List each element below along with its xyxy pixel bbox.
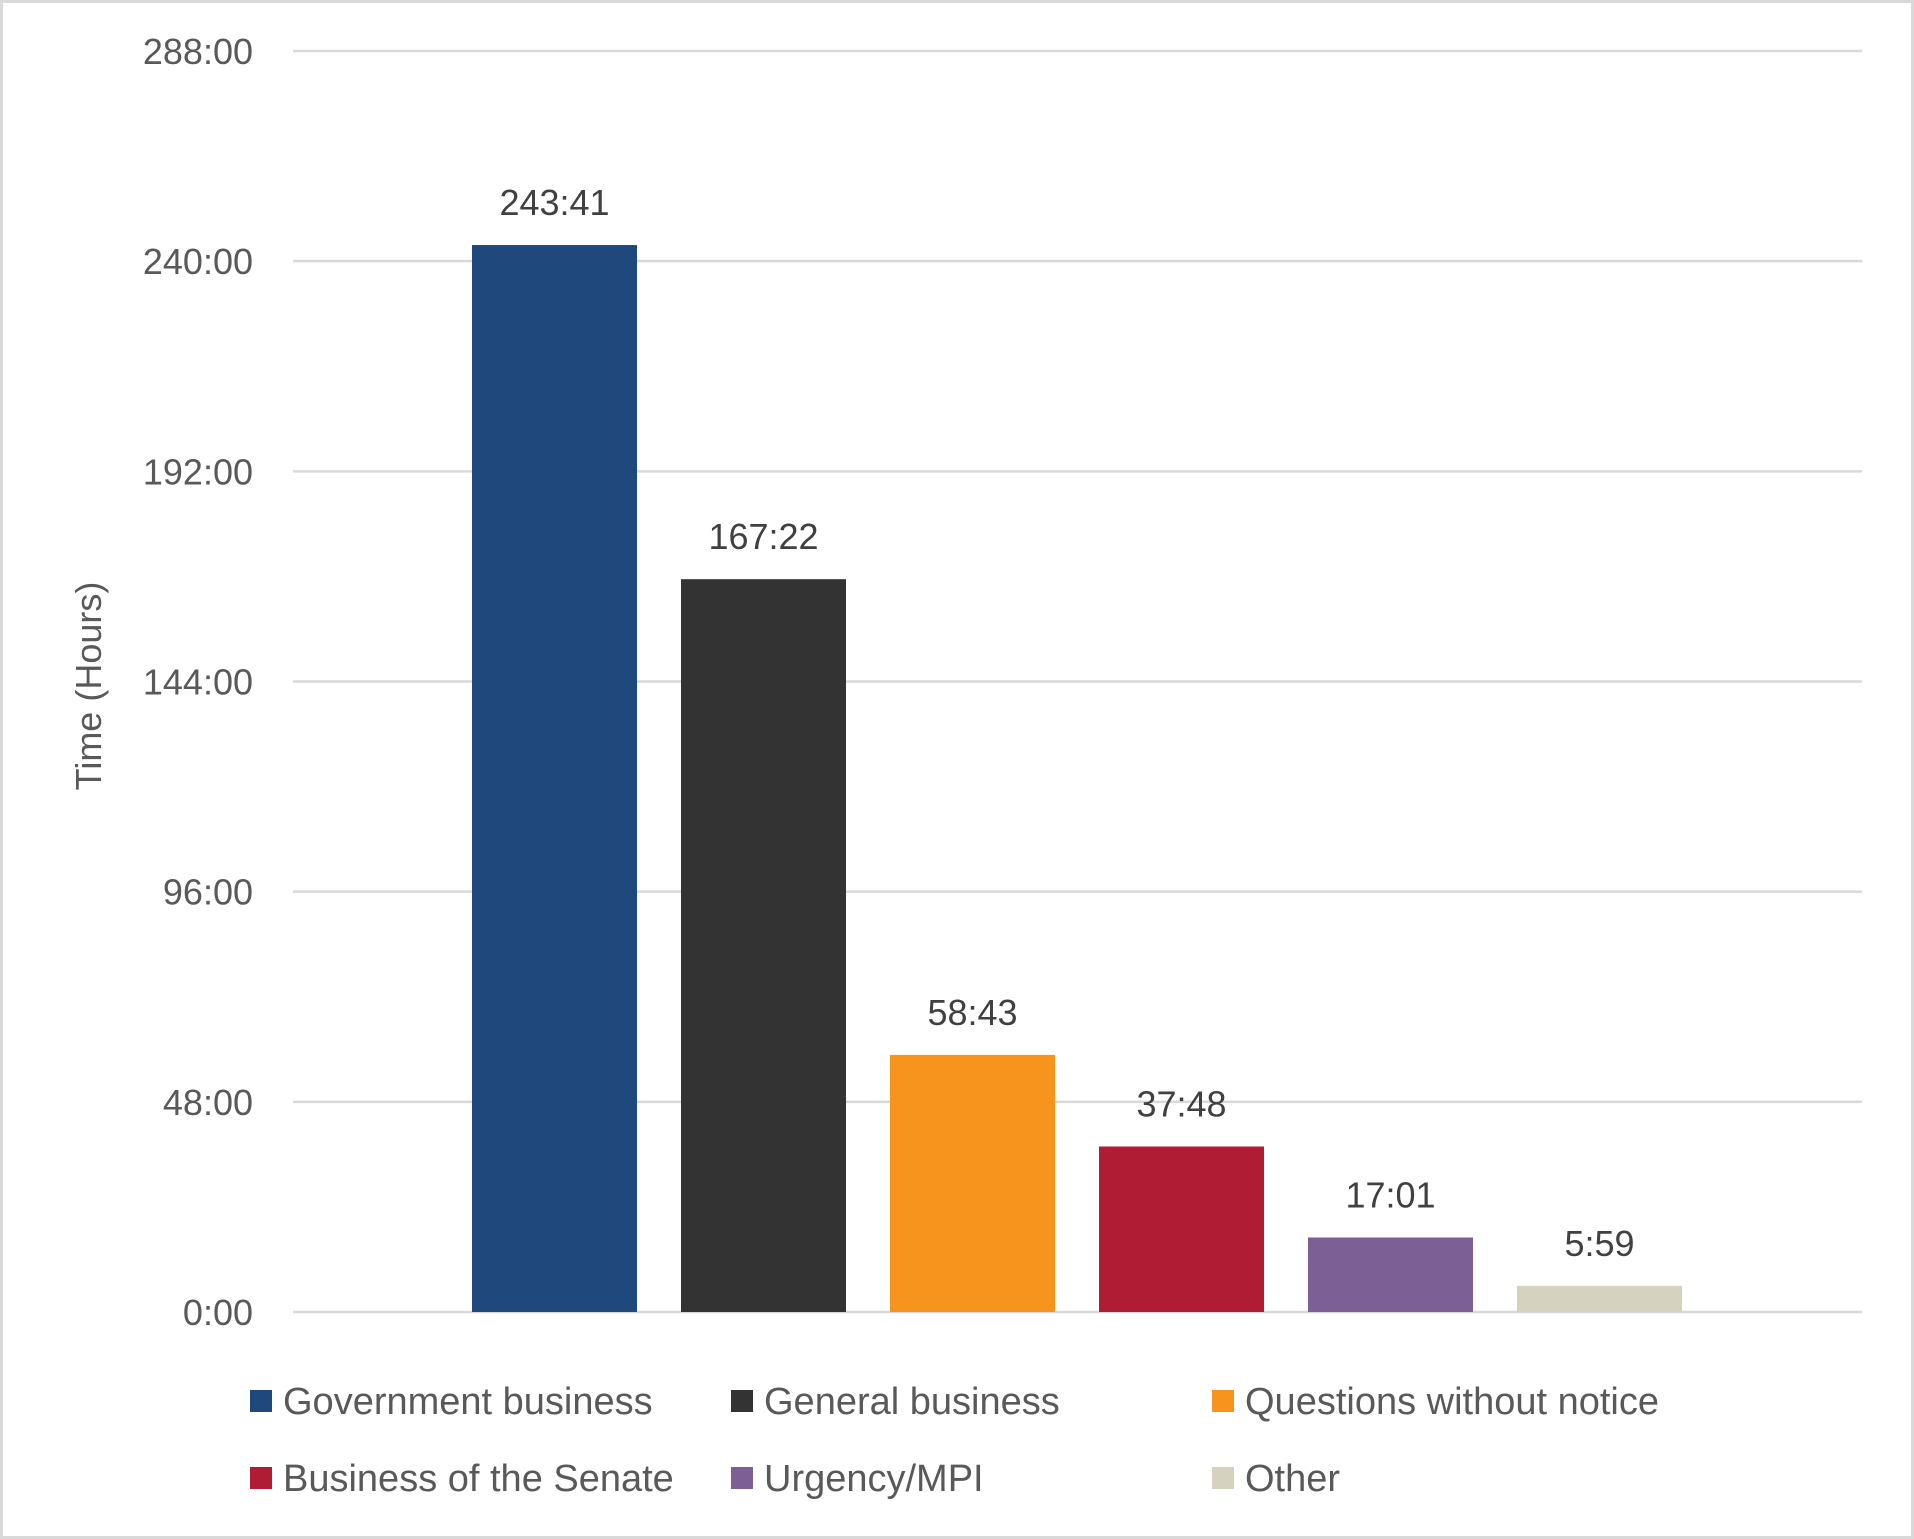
bar <box>890 1054 1055 1312</box>
legend-item: General business <box>731 1381 1060 1423</box>
legend-swatch <box>1212 1467 1234 1489</box>
y-axis-title: Time (Hours) <box>68 582 109 791</box>
data-label: 58:43 <box>927 992 1017 1033</box>
y-tick-label: 240:00 <box>143 241 253 282</box>
bar <box>1308 1237 1473 1312</box>
bar <box>472 245 637 1312</box>
y-tick-label: 288:00 <box>143 31 253 72</box>
legend-swatch <box>1212 1390 1234 1412</box>
legend-label: Questions without notice <box>1245 1381 1659 1423</box>
y-tick-label: 96:00 <box>163 872 253 913</box>
legend-item: Questions without notice <box>1212 1381 1659 1423</box>
bar <box>681 579 846 1312</box>
y-tick-label: 48:00 <box>163 1082 253 1123</box>
y-tick-label: 144:00 <box>143 662 253 703</box>
bar <box>1099 1146 1264 1312</box>
legend-label: Government business <box>283 1381 653 1423</box>
data-labels: 243:41 167:22 58:43 37:48 17:01 5:59 <box>499 182 1634 1264</box>
legend-swatch <box>250 1390 272 1412</box>
y-tick-label: 192:00 <box>143 451 253 492</box>
legend-swatch <box>250 1467 272 1489</box>
data-label: 17:01 <box>1345 1174 1435 1215</box>
bar <box>1517 1285 1682 1312</box>
bars <box>472 245 1682 1312</box>
data-label: 167:22 <box>708 516 818 557</box>
data-label: 5:59 <box>1564 1223 1634 1264</box>
legend-label: Other <box>1245 1458 1340 1500</box>
legend-label: Urgency/MPI <box>764 1458 984 1500</box>
y-axis-ticks: 0:00 48:00 96:00 144:00 192:00 240:00 288:00 <box>143 31 253 1333</box>
legend-item: Business of the Senate <box>250 1458 674 1500</box>
legend-item: Urgency/MPI <box>731 1458 984 1500</box>
y-tick-label: 0:00 <box>183 1292 253 1333</box>
legend: Government business General business Quest… <box>250 1381 1659 1500</box>
legend-label: General business <box>764 1381 1060 1423</box>
legend-item: Government business <box>250 1381 653 1423</box>
legend-label: Business of the Senate <box>283 1458 674 1500</box>
legend-item: Other <box>1212 1458 1340 1500</box>
data-label: 37:48 <box>1136 1083 1226 1124</box>
legend-swatch <box>731 1390 753 1412</box>
legend-swatch <box>731 1467 753 1489</box>
data-label: 243:41 <box>499 182 609 223</box>
